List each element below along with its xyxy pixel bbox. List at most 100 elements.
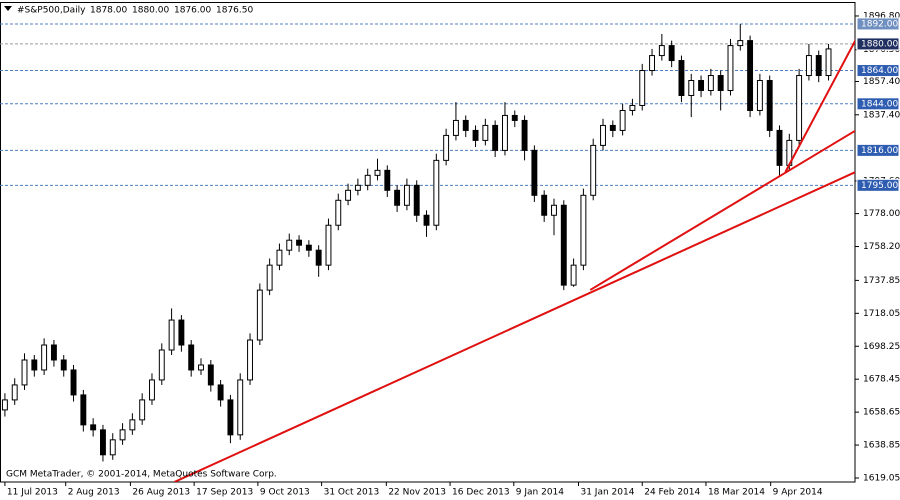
candle-body — [345, 189, 352, 201]
candle-body — [796, 75, 803, 141]
candle-body — [678, 60, 685, 96]
candle-body — [511, 114, 518, 121]
candle-body — [305, 244, 312, 251]
trendline — [174, 171, 855, 482]
candle-body — [737, 40, 744, 47]
candle-body — [560, 204, 567, 286]
candle-body — [413, 184, 420, 216]
candle-body — [41, 344, 48, 371]
quote-value: 1880.00 — [132, 6, 169, 16]
candle-body — [649, 55, 655, 72]
candle-body — [551, 204, 557, 216]
symbol: #S&P500,Daily — [17, 6, 86, 16]
candle-body — [668, 45, 675, 62]
level-box — [856, 17, 900, 31]
candle-body — [443, 134, 450, 161]
y-tick-label: 1678.45 — [863, 375, 900, 385]
x-tick-label: 31 Jan 2014 — [580, 488, 634, 498]
candle-body — [198, 364, 204, 371]
y-tick-label: 1718.05 — [863, 309, 900, 319]
trendlines — [174, 39, 855, 482]
level-box — [856, 64, 900, 78]
candle-body — [188, 344, 195, 371]
x-tick-label: 17 Sep 2013 — [196, 488, 253, 498]
candle-body — [50, 344, 57, 361]
candle-body — [805, 55, 812, 77]
candle-body — [472, 129, 479, 141]
candle-body — [266, 264, 273, 291]
level-label: 1816.00 — [861, 146, 898, 156]
x-tick-label: 26 Aug 2013 — [132, 488, 190, 498]
level-label: 1795.00 — [861, 181, 898, 191]
candle-body — [394, 189, 401, 206]
candle-body — [747, 40, 754, 111]
candle-body — [70, 369, 77, 396]
candle-body — [825, 48, 832, 77]
candle-body — [139, 399, 146, 421]
candle-body — [364, 174, 371, 186]
candle-body — [756, 80, 763, 111]
candle-body — [541, 194, 548, 216]
level-box — [856, 37, 900, 51]
candle-body — [286, 239, 293, 251]
candle-body — [109, 439, 116, 456]
x-tick-label: 9 Jan 2014 — [516, 488, 564, 498]
candle-body — [707, 75, 714, 91]
y-tick-label: 1896.80 — [863, 11, 900, 21]
candle-body — [21, 359, 28, 386]
candle-body — [688, 80, 695, 96]
candle-body — [149, 379, 155, 401]
candle-body — [502, 114, 508, 151]
candle-body — [433, 159, 440, 226]
candles — [1, 23, 832, 462]
candle-body — [256, 289, 263, 341]
quote-value: 1876.00 — [174, 6, 211, 16]
x-tick-label: 18 Mar 2014 — [708, 488, 765, 498]
level-label: 1864.00 — [861, 66, 898, 76]
candle-body — [129, 419, 136, 431]
candle-body — [207, 364, 214, 386]
y-tick-label: 1778.00 — [863, 209, 900, 219]
candle-body — [629, 104, 636, 111]
candle-body — [521, 119, 528, 151]
candle-body — [100, 429, 106, 456]
candle-body — [452, 119, 459, 136]
candle-body — [276, 249, 283, 266]
candle-body — [168, 319, 175, 351]
trendline — [784, 39, 855, 173]
candle-body — [217, 384, 224, 401]
level-label: 1844.00 — [861, 99, 898, 109]
candle-body — [766, 80, 773, 131]
candle-body — [727, 45, 734, 91]
quote-value: 1876.50 — [216, 6, 253, 16]
candle-body — [403, 184, 410, 206]
level-label: 1892.00 — [861, 19, 898, 29]
candle-body — [1, 399, 8, 411]
candle-body — [619, 109, 626, 131]
candle-body — [335, 199, 342, 226]
y-tick-label: 1638.85 — [863, 441, 900, 451]
candle-body — [80, 394, 87, 426]
candle-body — [119, 429, 126, 441]
quote-value: 1878.00 — [90, 6, 127, 16]
candle-body — [354, 184, 361, 191]
candle-body — [384, 169, 391, 191]
candle-body — [296, 239, 303, 246]
level-box — [856, 143, 900, 157]
candle-body — [178, 319, 185, 346]
x-tick-label: 16 Dec 2013 — [452, 488, 510, 498]
y-tick-label: 1857.40 — [863, 77, 900, 87]
quote: 1878.00 1880.00 1876.00 1876.50 — [90, 6, 253, 16]
candle-body — [639, 70, 646, 106]
candle-body — [658, 45, 665, 57]
candle-body — [570, 264, 577, 286]
candle-body — [423, 214, 430, 226]
candle-body — [31, 359, 38, 371]
footer: GCM MetaTrader, © 2001-2014, MetaQuotes … — [6, 470, 277, 480]
candle-body — [60, 359, 67, 371]
candle-body — [590, 144, 597, 196]
candle-body — [776, 129, 783, 166]
y-tick-label: 1619.05 — [863, 474, 900, 484]
y-tick-label: 1658.65 — [863, 408, 900, 418]
candle-body — [600, 124, 606, 146]
